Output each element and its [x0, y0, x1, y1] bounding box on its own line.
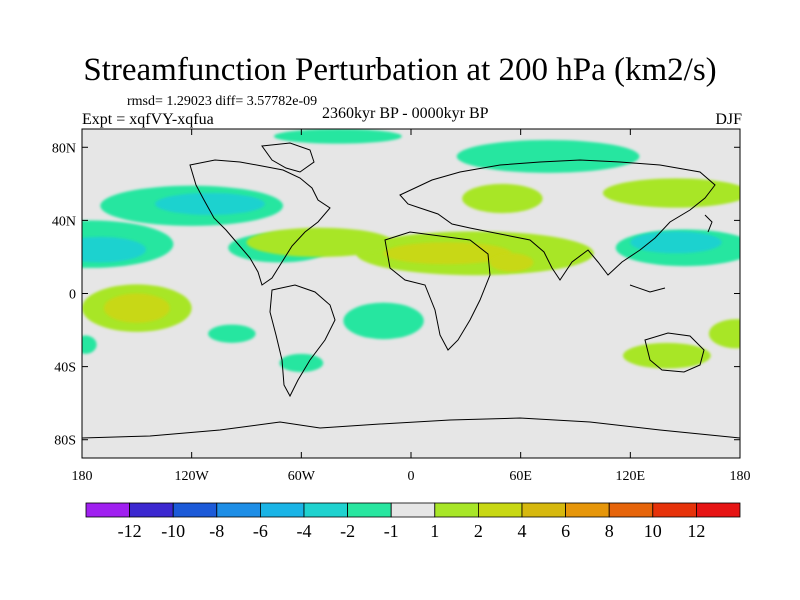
lat-tick-label-0: 80N — [52, 141, 76, 156]
colorbar-swatch-3 — [216, 502, 261, 518]
coastlines — [82, 142, 740, 439]
lon-tick-label-0: 180 — [72, 469, 93, 484]
colorbar-swatch-7 — [390, 502, 436, 518]
colorbar-label-6: -1 — [384, 521, 399, 541]
colorbar-label-9: 4 — [518, 521, 527, 541]
lat-tick-label-3: 40S — [54, 361, 76, 376]
field-region-19 — [343, 302, 424, 340]
colorbar-swatch-2 — [172, 502, 218, 518]
field-region-21 — [708, 319, 740, 349]
colorbar-label-2: -8 — [209, 521, 224, 541]
field-region-5 — [82, 236, 146, 263]
colorbar-swatch-1 — [129, 502, 174, 518]
lon-tick-label-3: 0 — [408, 469, 415, 484]
colorbar-swatch-4 — [259, 502, 305, 518]
colorbar-swatch-8 — [434, 502, 479, 518]
lon-tick-label-1: 120W — [175, 469, 210, 484]
field-region-18 — [279, 353, 324, 373]
field-region-0 — [273, 129, 402, 144]
colorbar-swatch-9 — [477, 502, 523, 518]
longitude-axis: 180 120W 60W 0 60E 120E 180 — [72, 129, 751, 484]
field-region-17 — [208, 324, 256, 343]
colorbar-label-13: 12 — [687, 521, 705, 541]
rmsd-diff-label: rmsd= 1.29023 diff= 3.57782e-09 — [127, 94, 318, 109]
lon-tick-label-5: 120E — [616, 469, 646, 484]
field-region-12 — [602, 178, 740, 208]
colorbar-label-5: -2 — [340, 521, 355, 541]
colorbar-label-0: -12 — [118, 521, 142, 541]
colorbar-label-8: 2 — [474, 521, 483, 541]
plot-background — [82, 129, 740, 458]
latitude-axis: 80N 40N 0 40S 80S — [52, 141, 740, 449]
colorbar-label-10: 6 — [561, 521, 570, 541]
colorbar-label-1: -10 — [161, 521, 185, 541]
colorbar-label-11: 8 — [605, 521, 614, 541]
field-region-20 — [623, 342, 711, 369]
colorbar-swatch-5 — [303, 502, 348, 518]
period-label: 2360kyr BP - 0000kyr BP — [322, 105, 489, 122]
field-region-22 — [82, 335, 97, 354]
season-label: DJF — [715, 111, 742, 128]
colorbar: -12 -10 -8 -6 -4 -2 -1 1 2 4 6 8 10 12 — [85, 502, 741, 541]
map-title: Streamfunction Perturbation at 200 hPa (… — [83, 52, 717, 88]
colorbar-label-4: -4 — [297, 521, 312, 541]
colorbar-swatch-14 — [696, 502, 741, 518]
colorbar-swatch-12 — [608, 502, 654, 518]
field-region-9 — [489, 253, 534, 272]
experiment-label: Expt = xqfVY-xqfua — [82, 111, 214, 128]
field-region-10 — [246, 227, 393, 257]
field-region-16 — [103, 293, 170, 323]
colorbar-swatch-11 — [565, 502, 610, 518]
lon-tick-label-4: 60E — [509, 469, 532, 484]
colorbar-label-12: 10 — [644, 521, 662, 541]
lat-tick-label-4: 80S — [54, 434, 76, 449]
colorbar-label-3: -6 — [253, 521, 268, 541]
colorbar-swatch-10 — [521, 502, 566, 518]
lon-tick-label-2: 60W — [288, 469, 316, 484]
lon-tick-label-6: 180 — [730, 469, 751, 484]
colorbar-swatch-6 — [347, 502, 392, 518]
colorbar-swatch-0 — [85, 502, 130, 518]
field-region-14 — [630, 231, 722, 254]
field-region-11 — [462, 183, 543, 214]
lat-tick-label-1: 40N — [52, 214, 76, 229]
colorbar-label-7: 1 — [430, 521, 439, 541]
lat-tick-label-2: 0 — [69, 288, 76, 303]
colorbar-swatch-13 — [652, 502, 697, 518]
field-region-3 — [155, 192, 265, 215]
